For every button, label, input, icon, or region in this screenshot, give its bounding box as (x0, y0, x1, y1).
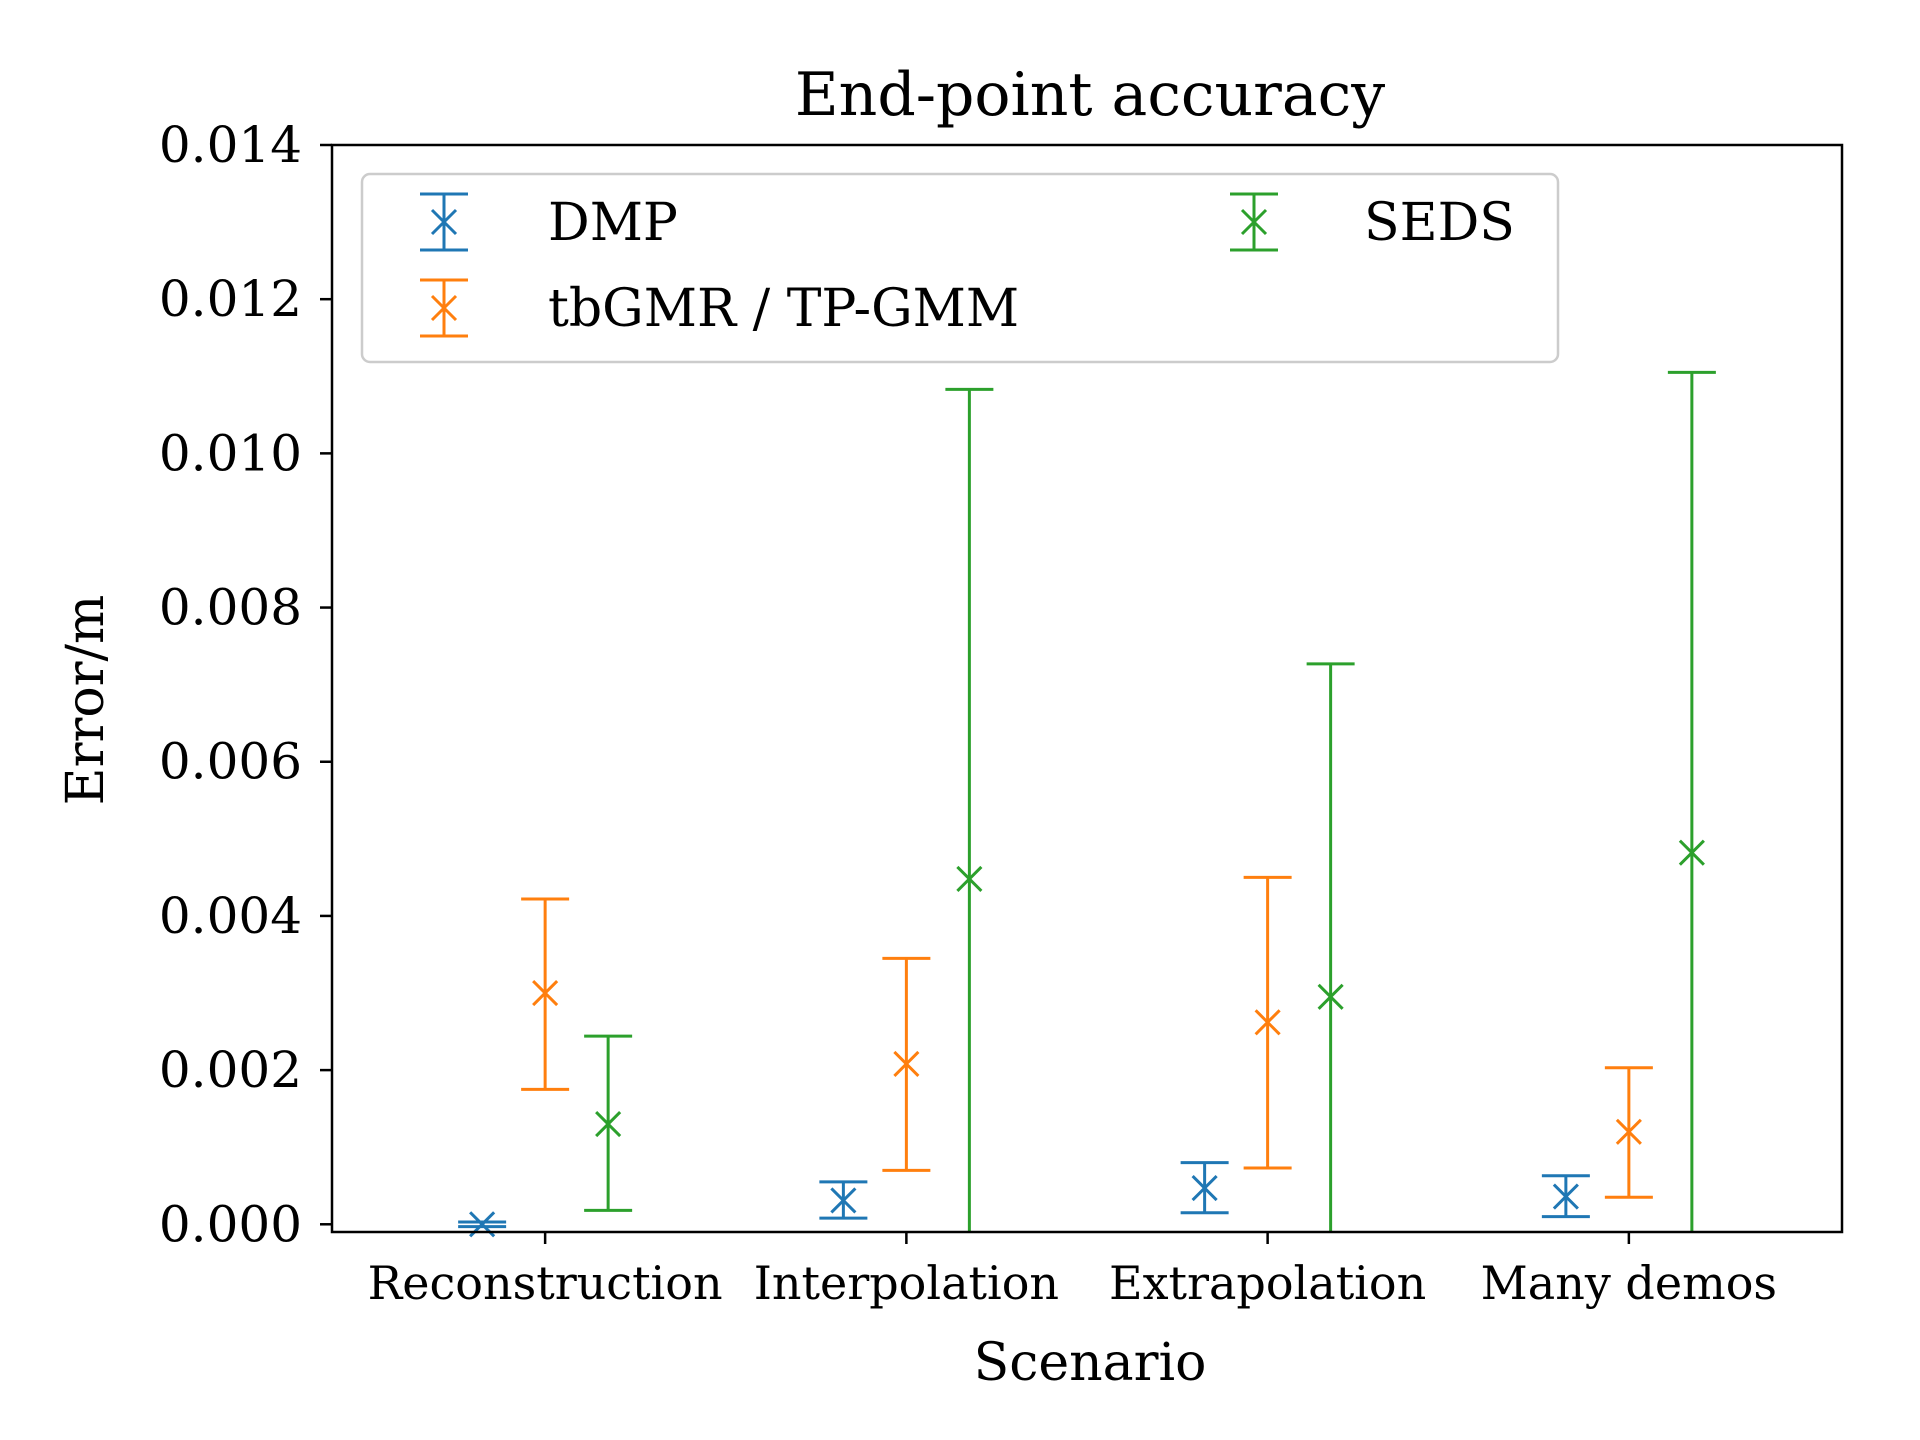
x-tick-label: Interpolation (754, 1256, 1059, 1310)
legend-entry: SEDS (1230, 192, 1515, 253)
data-point-x-marker (1552, 1183, 1579, 1210)
chart-title: End-point accuracy (795, 60, 1385, 130)
y-tick-label: 0.010 (159, 424, 302, 482)
data-point-x-marker (1317, 983, 1344, 1010)
y-tick-label: 0.004 (159, 887, 302, 945)
legend: DMP tbGMR / TP-GMM SEDS (360, 172, 1560, 364)
marker-stroke (830, 1187, 857, 1214)
x-tick-label: Reconstruction (368, 1256, 723, 1310)
x-tick-label: Extrapolation (1109, 1256, 1426, 1310)
data-point-x-marker (532, 979, 559, 1007)
legend-entry: tbGMR / TP-GMM (420, 278, 1019, 339)
marker-stroke (1317, 983, 1344, 1010)
legend-entry: DMP (420, 192, 678, 253)
x-tick-label: Many demos (1481, 1256, 1777, 1310)
data-point-x-marker (956, 865, 983, 892)
marker-stroke (893, 1050, 920, 1077)
y-tick-label: 0.006 (159, 733, 302, 791)
data-point-x-marker (893, 1050, 920, 1077)
y-axis-label: Error/m (56, 595, 116, 806)
y-tick-label: 0.014 (159, 116, 302, 174)
data-point-x-marker (830, 1187, 857, 1214)
plot-frame (330, 143, 1844, 1234)
legend-label: SEDS (1364, 193, 1515, 253)
y-tick-label: 0.012 (159, 270, 302, 328)
legend-label: tbGMR / TP-GMM (548, 279, 1019, 339)
data-point-x-marker (595, 1111, 622, 1138)
y-tick-label: 0.000 (159, 1195, 302, 1253)
marker-stroke (595, 1111, 622, 1138)
y-tick-label: 0.002 (159, 1041, 302, 1099)
marks-layer (458, 370, 1716, 1238)
data-point-x-marker (1615, 1118, 1642, 1145)
axes-layer: 0.000 0.002 0.004 0.006 0.008 0.010 0.012 0.014… (159, 116, 1844, 1310)
legend-marker-stroke (430, 208, 458, 236)
marker-stroke (532, 979, 559, 1007)
data-point-x-marker (1678, 839, 1705, 866)
marker-stroke (956, 865, 983, 892)
legend-marker-stroke (430, 294, 458, 322)
y-tick-label: 0.008 (159, 579, 302, 637)
marker-stroke (1191, 1174, 1218, 1202)
x-axis-label: Scenario (974, 1333, 1207, 1393)
legend-box (360, 172, 1560, 364)
legend-marker-stroke (1240, 208, 1268, 236)
data-point-x-marker (1254, 1009, 1281, 1036)
data-point-x-marker (1191, 1174, 1218, 1202)
marker-stroke (1615, 1118, 1642, 1145)
marker-stroke (1678, 839, 1705, 866)
marker-stroke (1552, 1183, 1579, 1210)
legend-label: DMP (548, 193, 678, 253)
marker-stroke (1254, 1009, 1281, 1036)
